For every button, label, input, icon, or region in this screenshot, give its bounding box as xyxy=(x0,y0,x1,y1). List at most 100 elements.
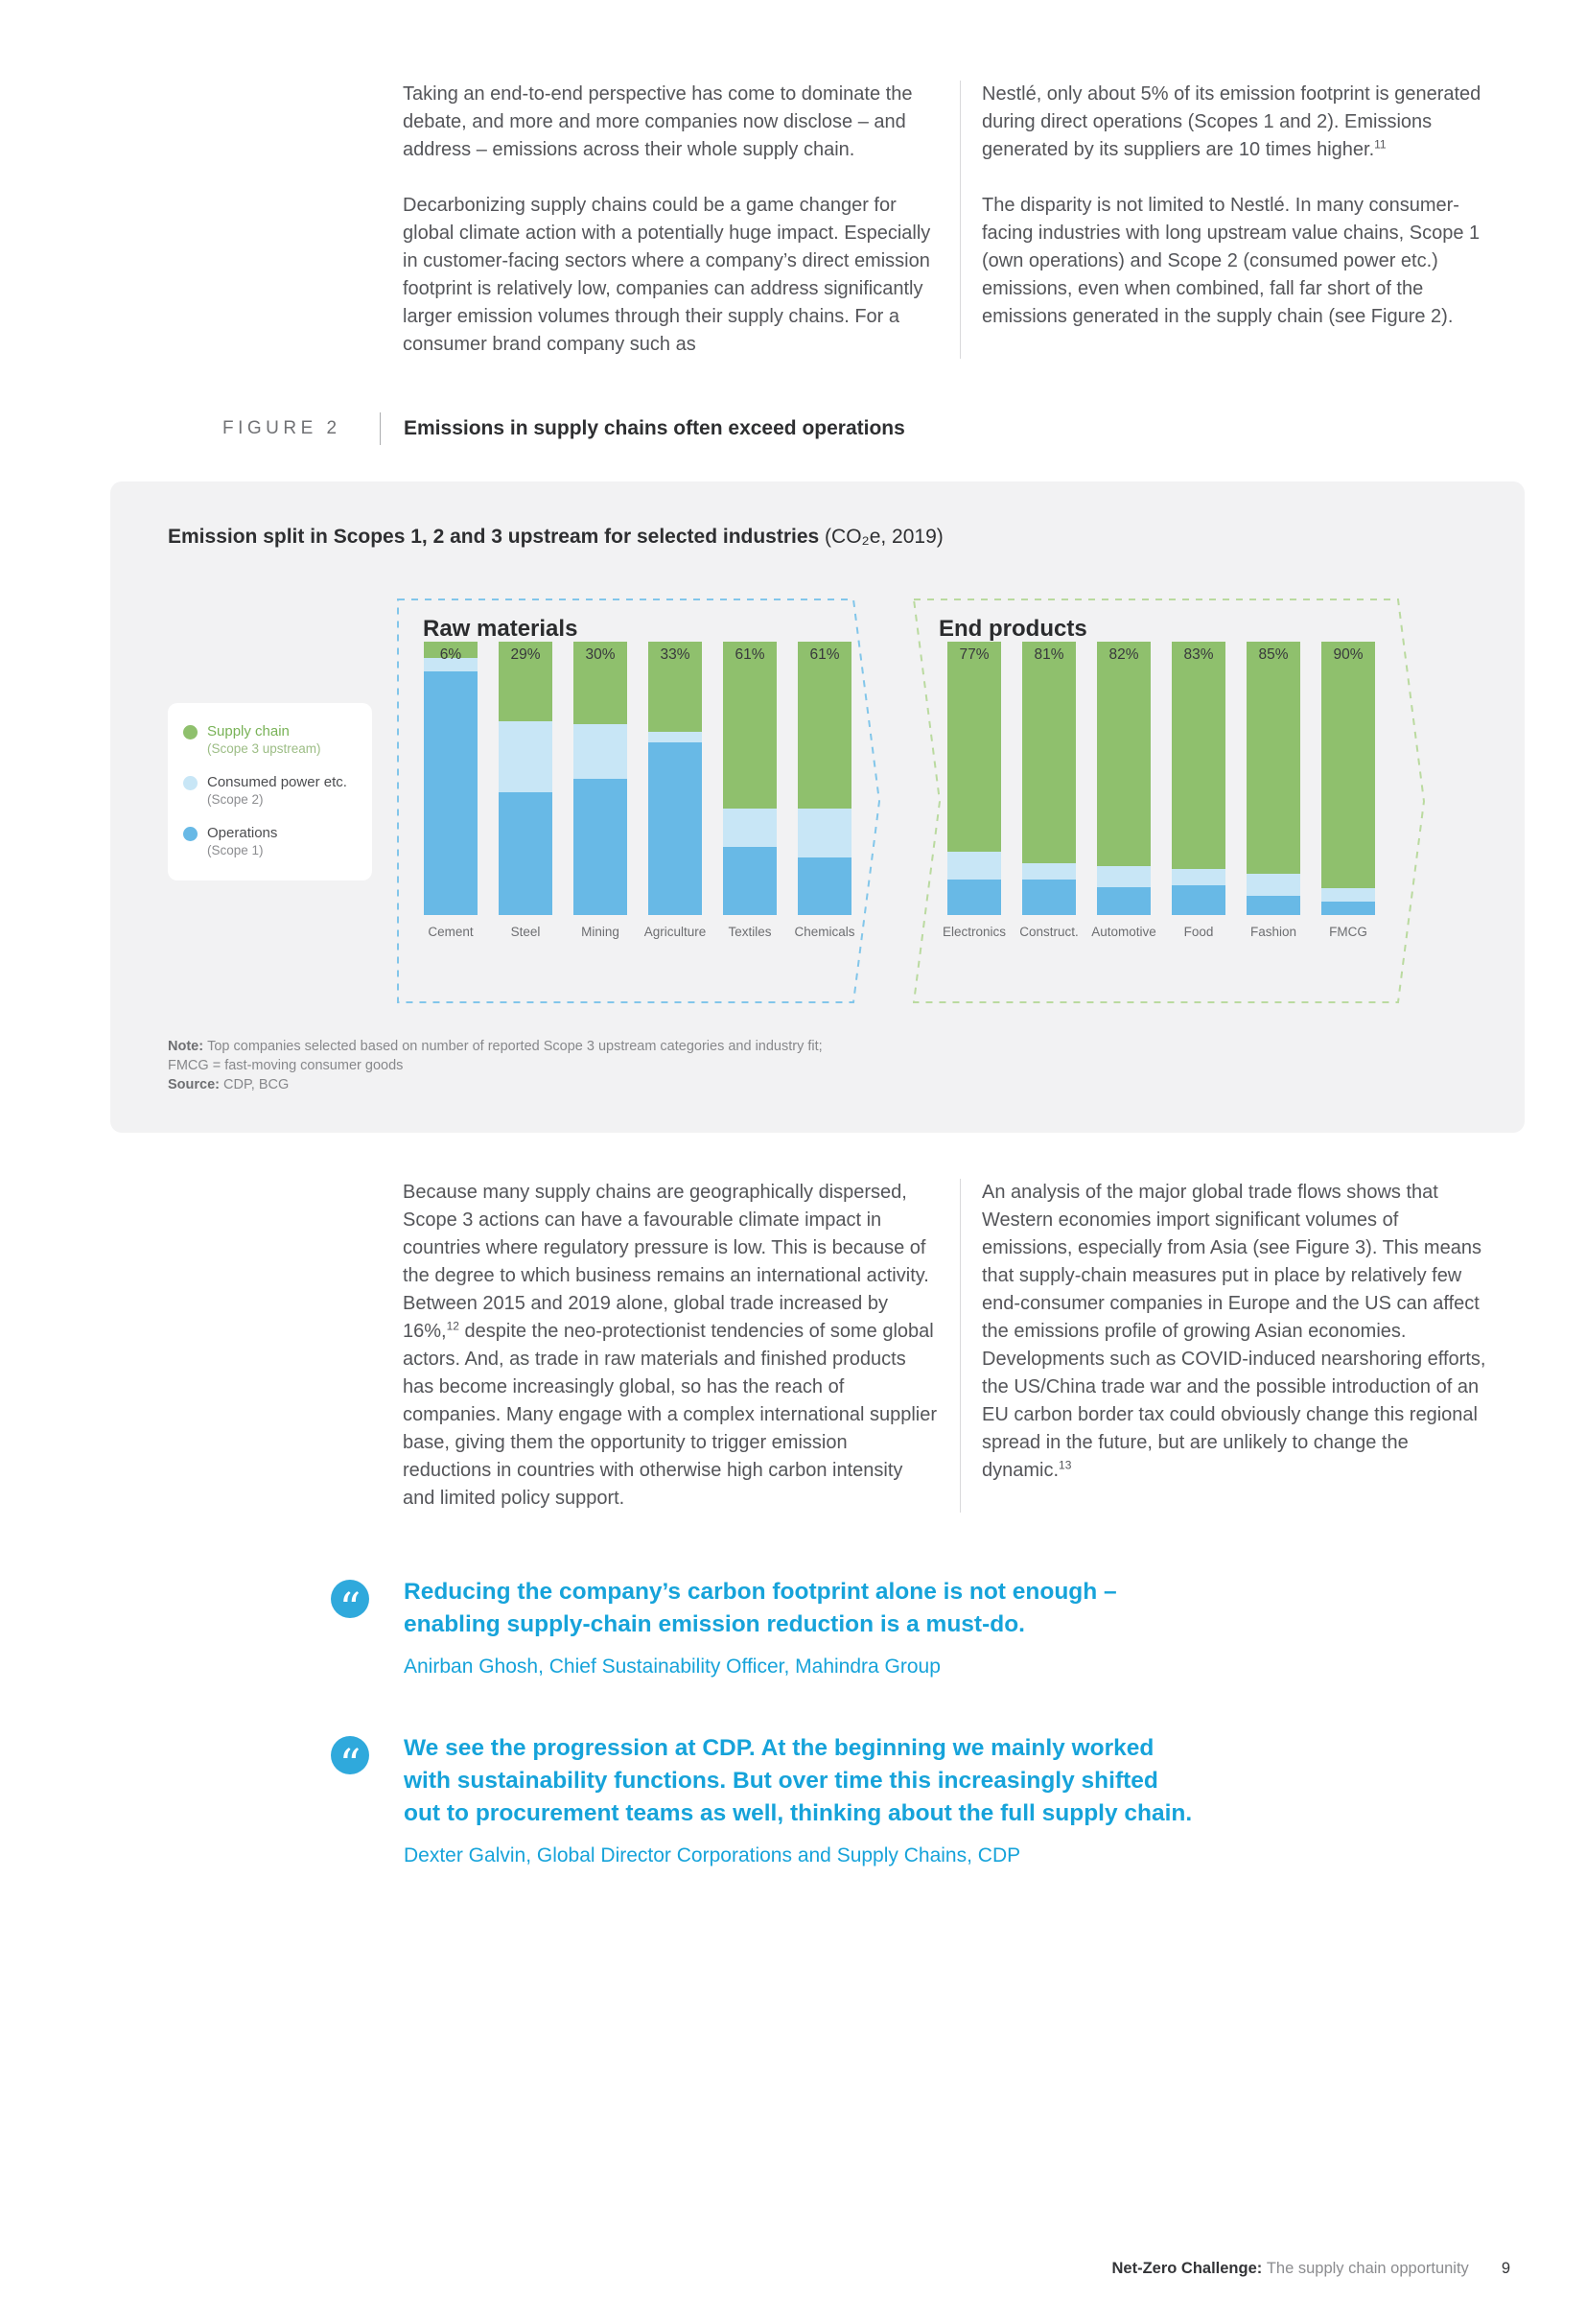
source-line: Source: CDP, BCG xyxy=(168,1075,1486,1094)
bar-food: 83% Food xyxy=(1172,642,1225,939)
bar-value-label: 61% xyxy=(809,646,840,663)
quote-block: “ Reducing the company’s carbon footprin… xyxy=(331,1576,1586,1680)
bar-segment-scope1 xyxy=(798,857,851,915)
quote-attribution: Anirban Ghosh, Chief Sustainability Offi… xyxy=(404,1655,941,1678)
bar-segment-scope2 xyxy=(947,852,1001,880)
source-label: Source: xyxy=(168,1077,224,1092)
bar-segment-scope2 xyxy=(1172,868,1225,885)
stacked-bar: 85% xyxy=(1247,642,1300,915)
bar-category-label: FMCG xyxy=(1329,925,1367,939)
stacked-bar: 81% xyxy=(1022,642,1076,915)
bar-cement: 6% Cement xyxy=(424,642,478,939)
bar-value-label: 29% xyxy=(510,646,541,663)
bar-segment-scope3 xyxy=(499,642,552,721)
paragraph: Taking an end-to-end perspective has com… xyxy=(403,83,913,160)
legend-label: Supply chain (Scope 3 upstream) xyxy=(207,722,321,758)
stacked-bar: 30% xyxy=(573,642,627,915)
bar-segment-scope1 xyxy=(573,778,627,915)
panel-title-main: Emission split in Scopes 1, 2 and 3 upst… xyxy=(168,526,826,548)
page-footer: Net-Zero Challenge: The supply chain opp… xyxy=(1111,2260,1510,2278)
legend-sub-label: (Scope 2) xyxy=(207,792,264,807)
bar-segment-scope1 xyxy=(1172,884,1225,915)
bar-category-label: Agriculture xyxy=(643,925,707,939)
group-title-raw-materials: Raw materials xyxy=(423,616,578,642)
raw-materials-arrow-outline xyxy=(397,599,881,1003)
bar-value-label: 85% xyxy=(1258,646,1289,663)
bar-category-label: Automotive xyxy=(1091,925,1156,939)
footer-brand: Net-Zero Challenge: xyxy=(1111,2260,1267,2277)
source-text: CDP, BCG xyxy=(223,1077,290,1092)
paragraph: Decarbonizing supply chains could be a g… xyxy=(403,195,931,355)
bar-value-label: 81% xyxy=(1034,646,1064,663)
figure-panel: Emission split in Scopes 1, 2 and 3 upst… xyxy=(110,481,1525,1133)
footnote-ref-12: 12 xyxy=(446,1319,459,1333)
footer-subtitle: The supply chain opportunity xyxy=(1266,2260,1469,2277)
group-raw-materials: Raw materials 6% Cement 29% Steel 30% Mining 3… xyxy=(397,599,881,1004)
stacked-bar: 82% xyxy=(1097,642,1151,915)
body-column-right: An analysis of the major global trade fl… xyxy=(960,1179,1493,1513)
quote-block: “ We see the progression at CDP. At the … xyxy=(331,1732,1586,1869)
stacked-bar: 61% xyxy=(798,642,851,915)
bar-segment-scope2 xyxy=(1321,887,1375,902)
bar-segment-scope3 xyxy=(723,642,777,809)
quote-body: Reducing the company’s carbon footprint … xyxy=(404,1576,1195,1680)
bar-segment-scope1 xyxy=(1247,896,1300,915)
legend-item-supply-chain: Supply chain (Scope 3 upstream) xyxy=(183,722,359,758)
bar-category-label: Fashion xyxy=(1249,925,1297,939)
legend-label: Operations (Scope 1) xyxy=(207,824,277,859)
stacked-bar: 6% xyxy=(424,642,478,915)
bar-segment-scope1 xyxy=(648,742,702,915)
bar-value-label: 33% xyxy=(660,646,690,663)
bar-segment-scope3 xyxy=(1172,642,1225,869)
bar-segment-scope1 xyxy=(1022,879,1076,915)
legend-main-label: Operations xyxy=(207,825,278,841)
bar-construct: 81% Construct. xyxy=(1019,642,1079,939)
bar-agriculture: 33% Agriculture xyxy=(644,642,706,939)
panel-title-unit: (CO₂e, 2019) xyxy=(825,526,944,548)
figure-label: FIGURE 2 xyxy=(222,418,341,438)
bar-category-label: Cement xyxy=(428,925,474,939)
bar-segment-scope2 xyxy=(1022,862,1076,880)
paragraph-text: Nestlé, only about 5% of its emission fo… xyxy=(982,83,1481,160)
intro-section: Taking an end-to-end perspective has com… xyxy=(403,81,1586,359)
bar-category-label: Construct. xyxy=(1019,925,1079,939)
body-column-left: Because many supply chains are geographi… xyxy=(403,1179,940,1513)
intro-column-left: Taking an end-to-end perspective has com… xyxy=(403,81,940,359)
bar-segment-scope2 xyxy=(499,720,552,792)
figure-title: Emissions in supply chains often exceed … xyxy=(380,412,905,445)
bar-value-label: 30% xyxy=(585,646,616,663)
bar-segment-scope1 xyxy=(947,879,1001,915)
bar-segment-scope3 xyxy=(947,642,1001,853)
bar-textiles: 61% Textiles xyxy=(723,642,777,939)
stacked-bar: 29% xyxy=(499,642,552,915)
legend-main-label: Consumed power etc. xyxy=(207,774,347,790)
bar-automotive: 82% Automotive xyxy=(1091,642,1156,939)
bar-mining: 30% Mining xyxy=(573,642,627,939)
bar-category-label: Chemicals xyxy=(794,925,855,939)
paragraph-text: An analysis of the major global trade fl… xyxy=(982,1182,1486,1481)
stacked-bar: 33% xyxy=(648,642,702,915)
note-text: Top companies selected based on number o… xyxy=(207,1039,823,1054)
quote-text: We see the progression at CDP. At the be… xyxy=(404,1735,1193,1826)
chart-legend: Supply chain (Scope 3 upstream) Consumed… xyxy=(168,703,372,880)
bar-segment-scope2 xyxy=(723,808,777,847)
stacked-bar: 90% xyxy=(1321,642,1375,915)
bar-chemicals: 61% Chemicals xyxy=(794,642,855,939)
bar-category-label: Steel xyxy=(510,925,541,939)
bar-segment-scope3 xyxy=(573,642,627,724)
quote-text: Reducing the company’s carbon footprint … xyxy=(404,1579,1117,1637)
bar-value-label: 77% xyxy=(959,646,990,663)
bar-segment-scope3 xyxy=(424,642,478,659)
legend-item-operations: Operations (Scope 1) xyxy=(183,824,359,859)
stacked-bar: 83% xyxy=(1172,642,1225,915)
legend-sub-label: (Scope 3 upstream) xyxy=(207,741,321,756)
quote-attribution: Dexter Galvin, Global Director Corporati… xyxy=(404,1844,1021,1866)
end-products-arrow-outline xyxy=(913,599,1426,1003)
stacked-bar: 61% xyxy=(723,642,777,915)
quotation-mark-icon: “ xyxy=(331,1736,369,1774)
report-page: Taking an end-to-end perspective has com… xyxy=(0,81,1586,2324)
footnote-ref-13: 13 xyxy=(1059,1458,1072,1472)
bar-category-label: Food xyxy=(1183,925,1214,939)
footer-report-title: Net-Zero Challenge: The supply chain opp… xyxy=(1111,2260,1468,2278)
legend-dot-scope1 xyxy=(183,827,198,841)
